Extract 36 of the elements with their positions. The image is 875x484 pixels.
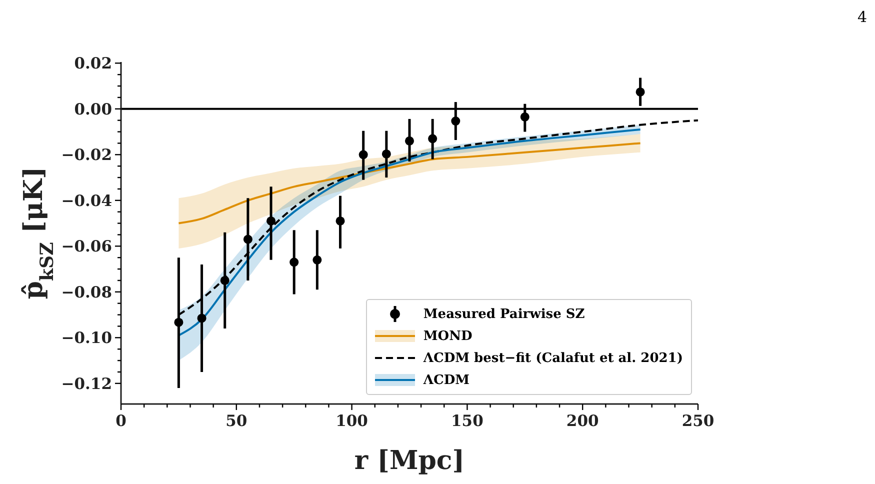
y-tick-label: −0.04 <box>61 190 112 210</box>
legend-label: Measured Pairwise SZ <box>423 306 585 322</box>
y-tick-label: −0.08 <box>61 282 112 302</box>
x-tick-label: 200 <box>566 411 599 430</box>
y-tick-label: −0.10 <box>61 328 112 348</box>
point <box>404 136 414 146</box>
point <box>197 314 206 323</box>
point <box>520 112 530 122</box>
point <box>636 87 645 96</box>
point <box>174 318 184 327</box>
x-axis-title: r [Mpc] <box>354 446 465 476</box>
point <box>312 255 322 264</box>
x-tick-label: 150 <box>451 411 484 430</box>
y-tick-label: 0.00 <box>74 99 112 118</box>
legend-label: ΛCDM best−fit (Calafut et al. 2021) <box>423 350 683 366</box>
point <box>358 150 368 160</box>
x-tick-label: 100 <box>336 411 368 430</box>
point <box>336 216 345 226</box>
y-tick-label: −0.12 <box>61 374 112 393</box>
point <box>243 234 252 244</box>
legend-label: MOND <box>423 328 472 344</box>
x-tick-label: 250 <box>682 411 714 430</box>
text: 4 <box>857 8 867 26</box>
y-tick-label: −0.02 <box>61 145 112 164</box>
point <box>451 116 460 126</box>
y-tick-label: −0.06 <box>61 236 112 256</box>
point <box>428 134 438 144</box>
y-tick-label: 0.02 <box>74 54 112 73</box>
x-tick-label: 50 <box>226 411 248 430</box>
line-series <box>178 142 642 224</box>
point <box>266 216 276 226</box>
point <box>382 149 391 158</box>
point <box>290 258 299 267</box>
legend-label: ΛCDM <box>423 372 470 388</box>
x-tick-label: 0 <box>116 411 127 430</box>
point <box>220 276 230 285</box>
